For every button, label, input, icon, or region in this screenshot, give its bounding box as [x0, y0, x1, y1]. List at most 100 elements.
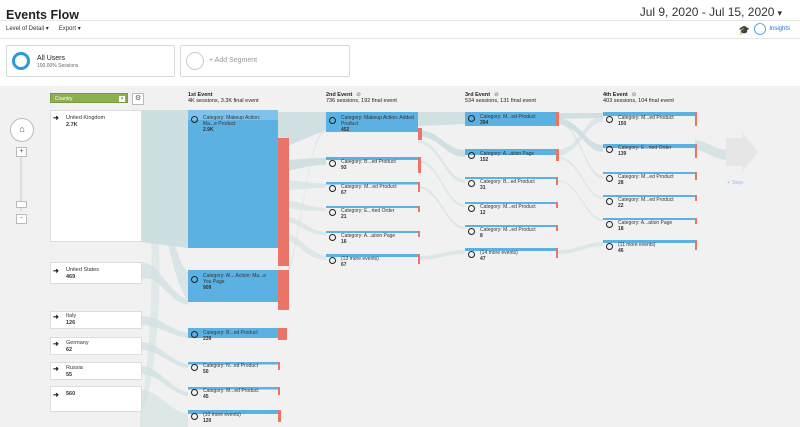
- column-title-row: 3rd Event ⊘: [465, 92, 536, 98]
- arrow-right-icon: ➜: [53, 341, 59, 348]
- event-icon: [468, 152, 475, 159]
- column-header: 2nd Event ⊘ 736 sessions, 192 final event: [326, 92, 397, 104]
- event-node[interactable]: Category: Al... Action: Ma...e You Page 9…: [203, 273, 275, 291]
- zoom-in-button[interactable]: +: [16, 147, 27, 157]
- segment-all-users[interactable]: All Users 100.00% Sessions: [6, 45, 175, 77]
- dimension-selector[interactable]: Country ▾: [50, 93, 128, 103]
- event-node[interactable]: Category: M...ed Product 67: [341, 184, 416, 196]
- event-node[interactable]: Category: M...ed Product 45: [203, 388, 275, 400]
- event-icon: [329, 234, 336, 241]
- zoom-out-button[interactable]: -: [16, 214, 27, 224]
- event-node[interactable]: Category: B...ed Product 93: [341, 159, 416, 171]
- country-name: United Kingdom: [66, 115, 106, 121]
- event-nodes-3: [465, 112, 559, 258]
- event-node[interactable]: (10 more events) 120: [203, 412, 275, 424]
- level-of-detail-menu[interactable]: Level of Detail ▾: [6, 26, 49, 32]
- country-name: Russia: [66, 365, 83, 371]
- event-value: 45: [203, 394, 209, 400]
- country-node[interactable]: [50, 386, 142, 412]
- insights-button[interactable]: Insights: [754, 23, 790, 35]
- chevron-down-icon: ▾: [777, 8, 782, 18]
- event-node[interactable]: Category: Makeup Action: Added Product 45…: [341, 115, 416, 133]
- flow-links-3: [418, 112, 465, 260]
- event-value: 152: [480, 157, 489, 163]
- graduation-cap-icon[interactable]: 🎓: [738, 25, 750, 35]
- country-node[interactable]: [50, 311, 142, 329]
- event-node[interactable]: Category: M...ed Product 28: [618, 174, 693, 186]
- event-label: Category: M...ed Product: [618, 174, 674, 180]
- event-node[interactable]: Category: B...ed Product 239: [203, 330, 275, 342]
- info-icon[interactable]: ⊘: [494, 92, 499, 98]
- event-node[interactable]: Category: E...rted Order 139: [618, 145, 693, 157]
- country-value: 2.7K: [66, 121, 78, 128]
- event-node[interactable]: Category: Makeup Action: Ma...e Product 2…: [203, 115, 275, 133]
- event-icon: [191, 389, 198, 396]
- event-label: (14 more events): [480, 250, 518, 256]
- arrow-right-icon: ➜: [53, 366, 59, 373]
- event-node[interactable]: Category: M...ed Product 22: [618, 197, 693, 209]
- event-node[interactable]: (13 more events) 67: [341, 256, 416, 268]
- event-label: Category: B...ed Product: [480, 179, 535, 185]
- zoom-slider-handle[interactable]: [16, 201, 27, 208]
- country-node[interactable]: [50, 362, 142, 380]
- country-node[interactable]: [50, 110, 142, 242]
- column-header: 3rd Event ⊘ 534 sessions, 131 final event: [465, 92, 536, 104]
- country-name: Italy: [66, 313, 77, 319]
- event-node[interactable]: Category: B...ed Product 31: [480, 179, 554, 191]
- add-step-button[interactable]: + Step: [727, 180, 744, 186]
- event-value: 16: [341, 239, 347, 245]
- country-label: United Kingdom 2.7K: [66, 115, 105, 128]
- event-value: 8: [480, 233, 483, 239]
- zoom-track[interactable]: [20, 151, 22, 211]
- event-label: Category: E...rted Order: [618, 145, 672, 151]
- event-label: (10 more events): [203, 412, 241, 418]
- event-node[interactable]: Category: E...rted Order 21: [341, 208, 416, 220]
- event-label: Category: M...ed Product: [480, 114, 536, 120]
- event-label: Category: Makeup Action: Added Product: [341, 115, 414, 127]
- event-label: Category: M...ed Product: [618, 115, 674, 121]
- event-node[interactable]: Category: A...ation Page 18: [618, 220, 693, 232]
- country-value: 62: [66, 346, 73, 353]
- gear-icon[interactable]: ⚙: [132, 93, 144, 105]
- event-icon: [468, 251, 475, 258]
- event-node[interactable]: Category: M...ed Product 12: [480, 204, 554, 216]
- event-node[interactable]: Category: N...ed Product 50: [203, 363, 275, 375]
- event-node[interactable]: (14 more events) 47: [480, 250, 554, 262]
- event-icon: [606, 146, 613, 153]
- country-node[interactable]: [50, 337, 142, 355]
- event-node[interactable]: Category: A...ation Page 152: [480, 151, 554, 163]
- page-title: Events Flow: [6, 8, 79, 22]
- event-value: 67: [341, 262, 347, 268]
- country-value: 469: [66, 273, 76, 280]
- column-title: 4th Event: [603, 92, 628, 98]
- arrow-right-icon: ➜: [53, 268, 59, 275]
- add-segment-button[interactable]: + Add Segment: [180, 45, 350, 77]
- event-node[interactable]: Category: A...ation Page 16: [341, 233, 416, 245]
- event-value: 50: [203, 369, 209, 375]
- info-icon[interactable]: ⊘: [356, 92, 361, 98]
- info-icon[interactable]: ⊘: [631, 92, 637, 98]
- event-value: 28: [618, 180, 624, 186]
- event-icon: [191, 331, 198, 338]
- divider: [0, 20, 800, 21]
- add-step-arrow[interactable]: [726, 132, 758, 172]
- home-icon[interactable]: ⌂: [10, 118, 34, 142]
- column-title: 2nd Event: [326, 92, 353, 98]
- export-menu[interactable]: Export ▾: [58, 26, 81, 32]
- event-node[interactable]: Category: M...ed Product 394: [480, 114, 554, 126]
- flow-to-step: [695, 140, 728, 160]
- event-icon: [191, 276, 198, 283]
- event-node[interactable]: Category: M...ed Product 150: [618, 115, 693, 127]
- event-value: 22: [618, 203, 624, 209]
- event-nodes-2: [326, 112, 422, 264]
- event-icon: [191, 413, 198, 420]
- event-nodes-1: [188, 110, 289, 422]
- event-node[interactable]: Category: M...ed Product 8: [480, 227, 554, 239]
- event-node[interactable]: (11 more events) 46: [618, 242, 693, 254]
- event-value: 150: [618, 121, 627, 127]
- flow-links-4: [556, 113, 603, 254]
- date-range-picker[interactable]: Jul 9, 2020 - Jul 15, 2020 ▾: [640, 5, 782, 19]
- country-node[interactable]: [50, 262, 142, 284]
- event-label: Category: Al... Action: Ma...e You Page: [203, 273, 267, 285]
- event-icon: [329, 117, 336, 124]
